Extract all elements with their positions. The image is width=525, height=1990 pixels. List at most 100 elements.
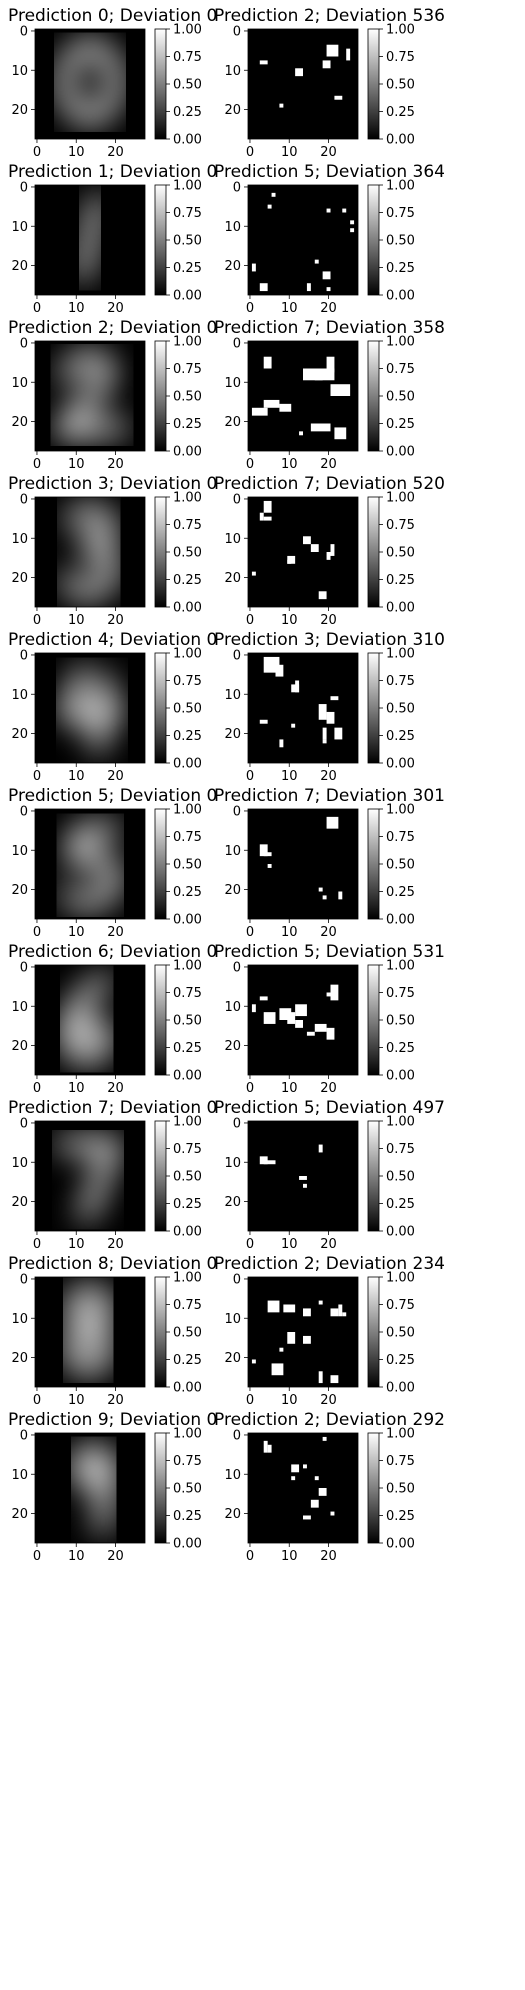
colorbar-right-5: 0.000.250.500.751.00 [368, 803, 415, 928]
x-tick-label: 10 [281, 769, 298, 784]
mask-pixel [319, 591, 327, 599]
y-tick-label: 10 [224, 1000, 241, 1015]
mask-pixel [350, 228, 354, 232]
x-tick-label: 20 [107, 1393, 124, 1408]
mask-pixel [331, 544, 335, 556]
y-tick-label: 10 [11, 220, 28, 235]
mask-pixel [323, 739, 327, 743]
colorbar-tick-label: 1.00 [386, 803, 415, 818]
x-tick-label: 20 [107, 769, 124, 784]
mask-pixel [327, 817, 339, 829]
y-tick-label: 0 [20, 1116, 28, 1131]
mask-pixel [252, 408, 268, 416]
y-tick-label: 20 [11, 1507, 28, 1522]
x-tick-label: 0 [33, 1549, 41, 1564]
colorbar-tick-label: 0.75 [386, 1142, 415, 1157]
mask-pixel [334, 728, 342, 740]
y-tick-label: 20 [224, 1351, 241, 1366]
mask-pixel [260, 60, 268, 64]
colorbar-tick-label: 0.75 [173, 1454, 202, 1469]
colorbar-tick-label: 0.50 [173, 78, 202, 93]
mask-pixel [295, 68, 303, 76]
colorbar-right-8: 0.00 0.25 0.50 0.75 1.00 [368, 1271, 415, 1396]
y-tick-label: 10 [11, 1000, 28, 1015]
colorbar-tick-label: 0.50 [386, 546, 415, 561]
y-tick-label: 20 [224, 571, 241, 586]
colorbar-tick-label: 1.00 [386, 179, 415, 194]
colorbar-tick-label: 0.00 [386, 1537, 415, 1552]
colorbar-tick-label: 0.75 [386, 362, 415, 377]
mask-pixel [295, 1020, 303, 1028]
colorbar-tick-label: 0.00 [386, 1225, 415, 1240]
colorbar-tick-label: 0.50 [173, 234, 202, 249]
colorbar-tick-label: 0.25 [386, 1197, 415, 1212]
colorbar-right-3: 0.00 0.25 0.50 0.75 1.00 [368, 491, 415, 616]
colorbar-gradient [155, 809, 166, 919]
colorbar-tick-label: 0.50 [386, 78, 415, 93]
mask-pixel [319, 888, 323, 892]
colorbar-left-0: 0.00 0.25 0.50 0.75 1.00 [155, 23, 202, 148]
colorbar-tick-label: 0.50 [173, 858, 202, 873]
y-tick-label: 10 [11, 64, 28, 79]
mask-pixel [311, 544, 319, 552]
x-tick-label: 0 [33, 1393, 41, 1408]
colorbar-tick-label: 0.00 [173, 1225, 202, 1240]
mask-pixel [327, 287, 331, 291]
y-tick-label: 0 [233, 492, 241, 507]
y-tick-label: 10 [224, 376, 241, 391]
colorbar-tick-label: 0.75 [386, 206, 415, 221]
mask-pixel [283, 1305, 295, 1313]
y-tick-label: 0 [20, 492, 28, 507]
x-tick-label: 0 [33, 145, 41, 160]
colorbar-tick-label: 0.75 [173, 674, 202, 689]
x-tick-label: 0 [33, 613, 41, 628]
colorbar-tick-label: 0.25 [173, 417, 202, 432]
colorbar-gradient [368, 1277, 379, 1387]
y-tick-label: 10 [224, 1468, 241, 1483]
colorbar-left-9: 0.00 0.25 0.50 0.75 1.00 [155, 1427, 202, 1552]
colorbar-tick-label: 1.00 [173, 179, 202, 194]
colorbar-tick-label: 0.50 [386, 702, 415, 717]
colorbar-tick-label: 0.25 [173, 105, 202, 120]
x-tick-label: 10 [68, 1237, 85, 1252]
colorbar-tick-label: 0.50 [386, 234, 415, 249]
y-tick-label: 20 [11, 571, 28, 586]
x-tick-label: 20 [107, 1237, 124, 1252]
y-tick-label: 20 [224, 103, 241, 118]
colorbar-gradient [155, 341, 166, 451]
x-tick-label: 10 [281, 1549, 298, 1564]
mask-pixel [260, 720, 268, 724]
x-tick-label: 0 [246, 769, 254, 784]
mask-pixel [287, 560, 291, 564]
colorbar-left-8: 0.000.250.500.751.00 [155, 1271, 202, 1396]
y-tick-label: 0 [233, 1116, 241, 1131]
colorbar-tick-label: 0.75 [386, 1454, 415, 1469]
x-tick-label: 10 [68, 301, 85, 316]
colorbar-left-7: 0.000.250.500.751.00 [155, 1115, 202, 1240]
mask-pixel [323, 895, 327, 899]
colorbar-tick-label: 1.00 [173, 647, 202, 662]
mask-pixel [264, 357, 272, 369]
colorbar-tick-label: 1.00 [386, 491, 415, 506]
colorbar-tick-label: 1.00 [173, 1115, 202, 1130]
y-tick-label: 20 [11, 727, 28, 742]
mask-pixel [299, 431, 303, 435]
colorbar-tick-label: 1.00 [386, 959, 415, 974]
colorbar-right-2: 0.00 0.25 0.50 0.75 1.00 [368, 335, 415, 460]
mask-pixel [338, 892, 342, 900]
colorbar-gradient [155, 1277, 166, 1387]
x-tick-label: 10 [281, 613, 298, 628]
y-tick-label: 20 [11, 103, 28, 118]
mask-pixel [327, 209, 331, 213]
colorbar-gradient [368, 185, 379, 295]
x-tick-label: 20 [107, 1081, 124, 1096]
image-background [248, 29, 358, 139]
y-tick-label: 0 [233, 336, 241, 351]
mask-pixel [323, 60, 331, 68]
mask-pixel [311, 1500, 319, 1508]
colorbar-right-4: 0.00 0.25 0.50 0.75 1.00 [368, 647, 415, 772]
mask-pixel [334, 427, 346, 439]
y-tick-label: 10 [11, 1468, 28, 1483]
mask-pixel [334, 96, 342, 100]
